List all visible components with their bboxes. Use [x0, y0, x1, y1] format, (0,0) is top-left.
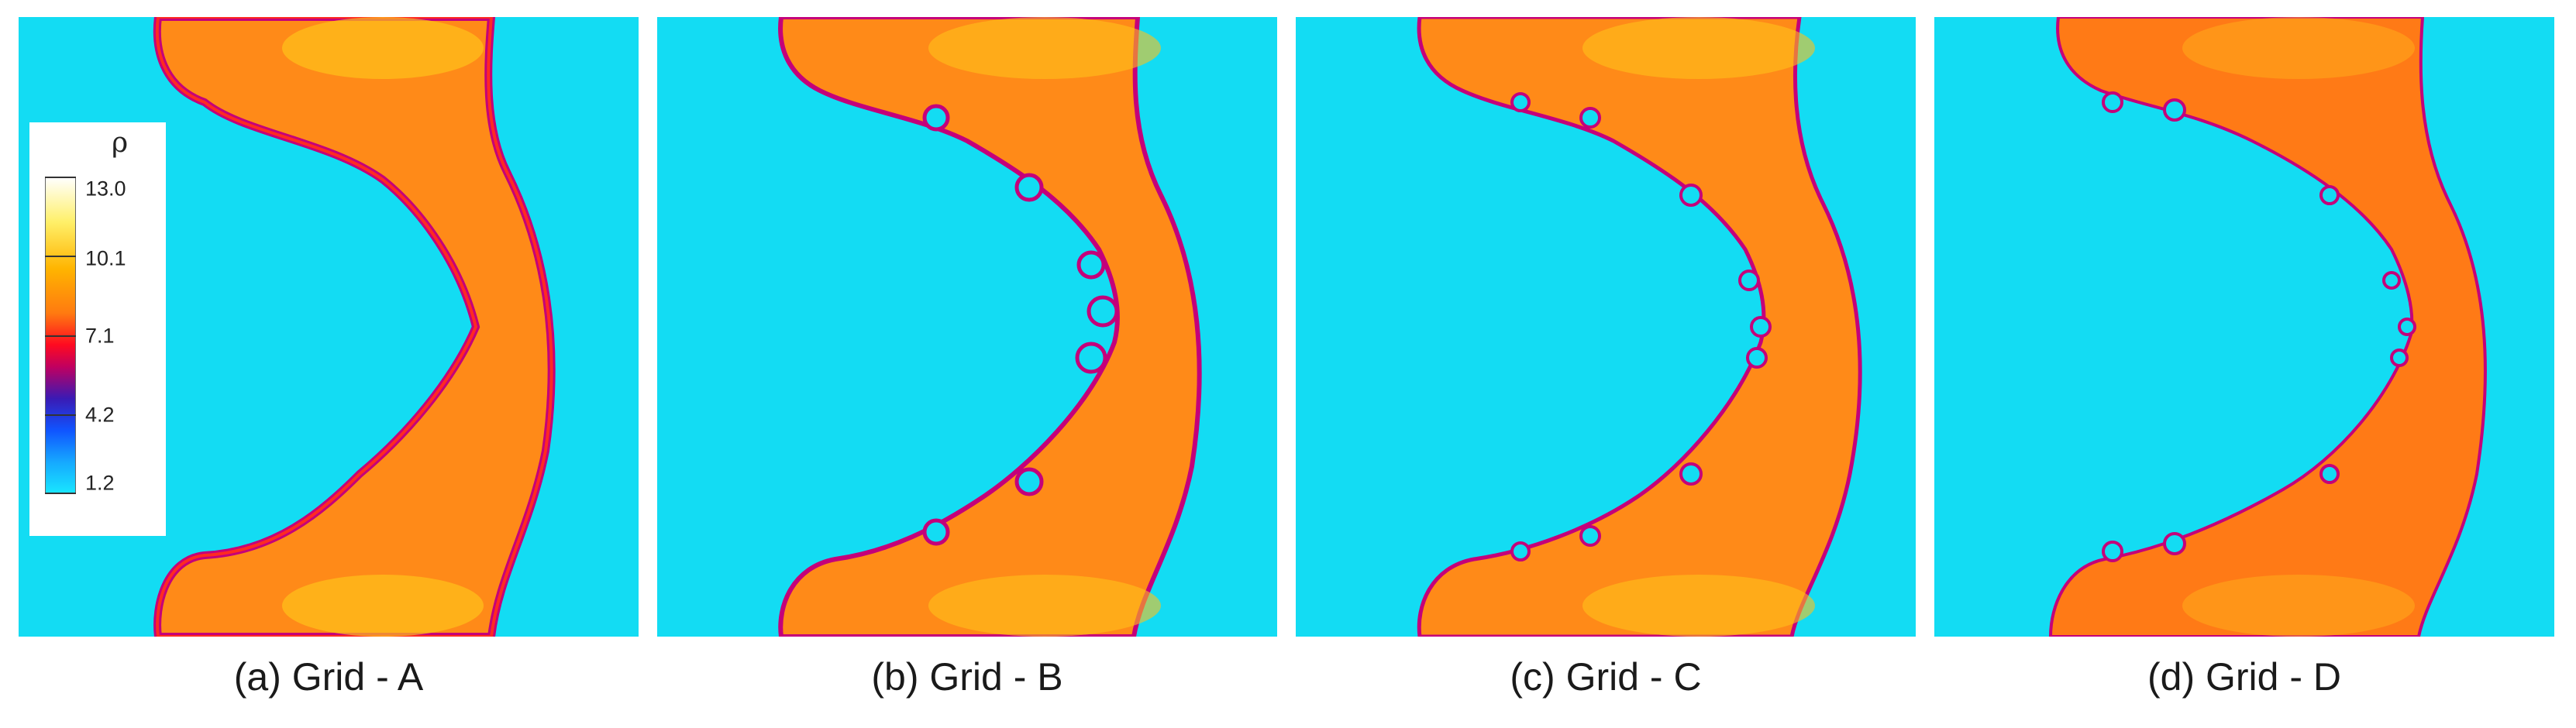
legend-tick	[45, 177, 76, 178]
density-contour-panel-b	[657, 17, 1277, 637]
density-colorbar-legend: ρ 13.0 10.1 7.1 4.2 1.2	[29, 122, 166, 536]
density-contour-panel-c	[1296, 17, 1916, 637]
density-field-b	[657, 17, 1277, 637]
panel-caption-b: (b) Grid - B	[871, 655, 1063, 699]
panel-caption-d: (d) Grid - D	[2147, 655, 2341, 699]
legend-tick	[45, 414, 76, 416]
density-contour-panel-d	[1934, 17, 2554, 637]
legend-label: 4.2	[85, 403, 115, 427]
legend-tick	[45, 493, 76, 494]
panel-caption-c: (c) Grid - C	[1510, 655, 1702, 699]
density-contour-panel-a	[19, 17, 639, 637]
density-field-c	[1296, 17, 1916, 637]
panel-caption-a: (a) Grid - A	[233, 655, 424, 699]
legend-tick	[45, 256, 76, 257]
legend-label: 7.1	[85, 324, 115, 348]
legend-label: 13.0	[85, 177, 126, 201]
legend-tick	[45, 335, 76, 337]
legend-symbol: ρ	[112, 127, 129, 159]
legend-label: 10.1	[85, 246, 126, 270]
legend-label: 1.2	[85, 471, 115, 495]
density-field-d	[1934, 17, 2554, 637]
